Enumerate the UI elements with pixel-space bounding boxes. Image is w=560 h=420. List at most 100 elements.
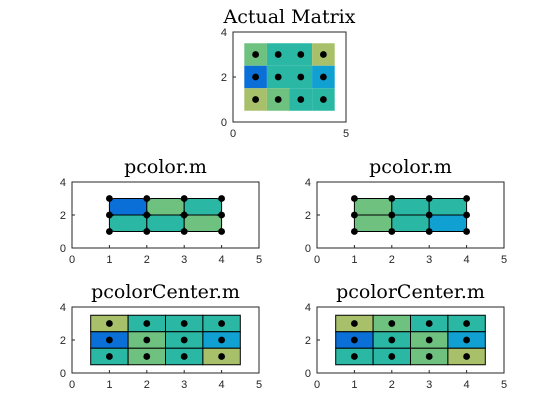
y-tick-label: 2	[305, 210, 311, 222]
heatmap-cell	[146, 214, 185, 232]
data-point	[180, 320, 188, 327]
data-point	[218, 336, 226, 344]
heatmap-cells	[353, 198, 468, 232]
x-tick-label: 3	[181, 254, 187, 266]
data-point	[351, 211, 358, 219]
heatmap-cell	[108, 214, 148, 232]
y-ticks: 0 2 4	[221, 27, 236, 129]
y-tick-label: 4	[60, 302, 66, 314]
y-tick-label: 4	[221, 27, 227, 39]
y-tick-label: 2	[60, 335, 66, 347]
data-point	[351, 195, 358, 202]
data-point	[218, 353, 226, 360]
data-point	[106, 336, 113, 344]
data-point	[180, 211, 188, 219]
chart-panel-3: pcolor.m 0 1 2 3 4 5 0 2 4	[305, 156, 507, 266]
chart-panel-5: pcolorCenter.m 0 1 2 3 4 5 0 2 4	[305, 281, 507, 391]
x-ticks: 0 1 2 3 4 5	[314, 370, 507, 391]
data-point	[425, 336, 433, 344]
data-point	[425, 353, 433, 360]
heatmap-cell	[353, 214, 393, 232]
x-tick-label: 0	[314, 379, 320, 391]
data-point	[463, 228, 470, 235]
data-point	[106, 228, 113, 235]
data-point	[218, 195, 226, 202]
heatmap-cells	[90, 314, 241, 366]
data-point	[106, 353, 113, 360]
y-tick-label: 0	[305, 368, 311, 380]
data-point	[351, 336, 358, 344]
heatmap-cell	[108, 198, 148, 216]
x-tick-label: 0	[314, 254, 320, 266]
x-tick-label: 0	[230, 128, 236, 140]
x-tick-label: 0	[69, 379, 75, 391]
data-point	[320, 96, 327, 103]
x-tick-label: 4	[219, 254, 225, 266]
chart-title: pcolorCenter.m	[336, 281, 485, 303]
x-tick-label: 4	[464, 379, 470, 391]
y-tick-label: 0	[305, 243, 311, 255]
data-point	[388, 353, 396, 360]
data-point	[388, 320, 396, 327]
chart-panel-1: Actual Matrix 0 5 0 2 4	[221, 6, 356, 140]
heatmap-cell	[428, 198, 468, 216]
data-point	[320, 73, 327, 81]
data-point	[297, 51, 305, 58]
data-point	[143, 195, 151, 202]
x-tick-label: 1	[351, 379, 357, 391]
data-point	[297, 96, 305, 103]
data-point	[388, 211, 396, 219]
x-tick-label: 1	[106, 379, 112, 391]
x-tick-label: 4	[464, 254, 470, 266]
data-point	[320, 51, 327, 58]
data-point	[463, 353, 470, 360]
x-tick-label: 2	[389, 254, 395, 266]
heatmap-cell	[183, 198, 223, 216]
data-point	[274, 51, 282, 58]
x-tick-label: 5	[256, 254, 262, 266]
data-point	[252, 96, 259, 103]
y-ticks: 0 2 4	[60, 302, 75, 380]
x-tick-label: 2	[144, 379, 150, 391]
heatmap-cells	[108, 198, 223, 232]
heatmap-cells	[335, 314, 486, 366]
data-point	[351, 228, 358, 235]
data-point	[143, 353, 151, 360]
x-tick-label: 2	[144, 254, 150, 266]
data-point	[351, 353, 358, 360]
heatmap-cell	[391, 198, 430, 216]
y-ticks: 0 2 4	[60, 177, 75, 255]
data-points	[106, 320, 226, 360]
data-point	[180, 228, 188, 235]
data-point	[252, 73, 259, 81]
y-tick-label: 2	[60, 210, 66, 222]
chart-title: pcolor.m	[124, 156, 207, 178]
y-ticks: 0 2 4	[305, 177, 320, 255]
heatmap-cell	[146, 198, 185, 216]
data-point	[274, 96, 282, 103]
data-point	[425, 211, 433, 219]
chart-panel-2: pcolor.m 0 1 2 3 4 5 0 2 4	[60, 156, 262, 266]
data-point	[218, 320, 226, 327]
x-ticks: 0 1 2 3 4 5	[69, 370, 262, 391]
y-ticks: 0 2 4	[305, 302, 320, 380]
data-point	[425, 320, 433, 327]
chart-panel-4: pcolorCenter.m 0 1 2 3 4 5 0 2 4	[60, 281, 262, 391]
data-point	[106, 320, 113, 327]
data-point	[106, 195, 113, 202]
data-points	[351, 195, 470, 235]
data-point	[180, 353, 188, 360]
chart-title: Actual Matrix	[223, 6, 356, 28]
x-tick-label: 3	[426, 254, 432, 266]
y-tick-label: 2	[221, 72, 227, 84]
y-tick-label: 0	[221, 117, 227, 129]
data-point	[143, 336, 151, 344]
y-tick-label: 2	[305, 335, 311, 347]
x-tick-label: 5	[501, 254, 507, 266]
data-point	[252, 51, 259, 58]
data-point	[463, 320, 470, 327]
y-tick-label: 4	[305, 177, 311, 189]
y-tick-label: 0	[60, 243, 66, 255]
data-point	[106, 211, 113, 219]
